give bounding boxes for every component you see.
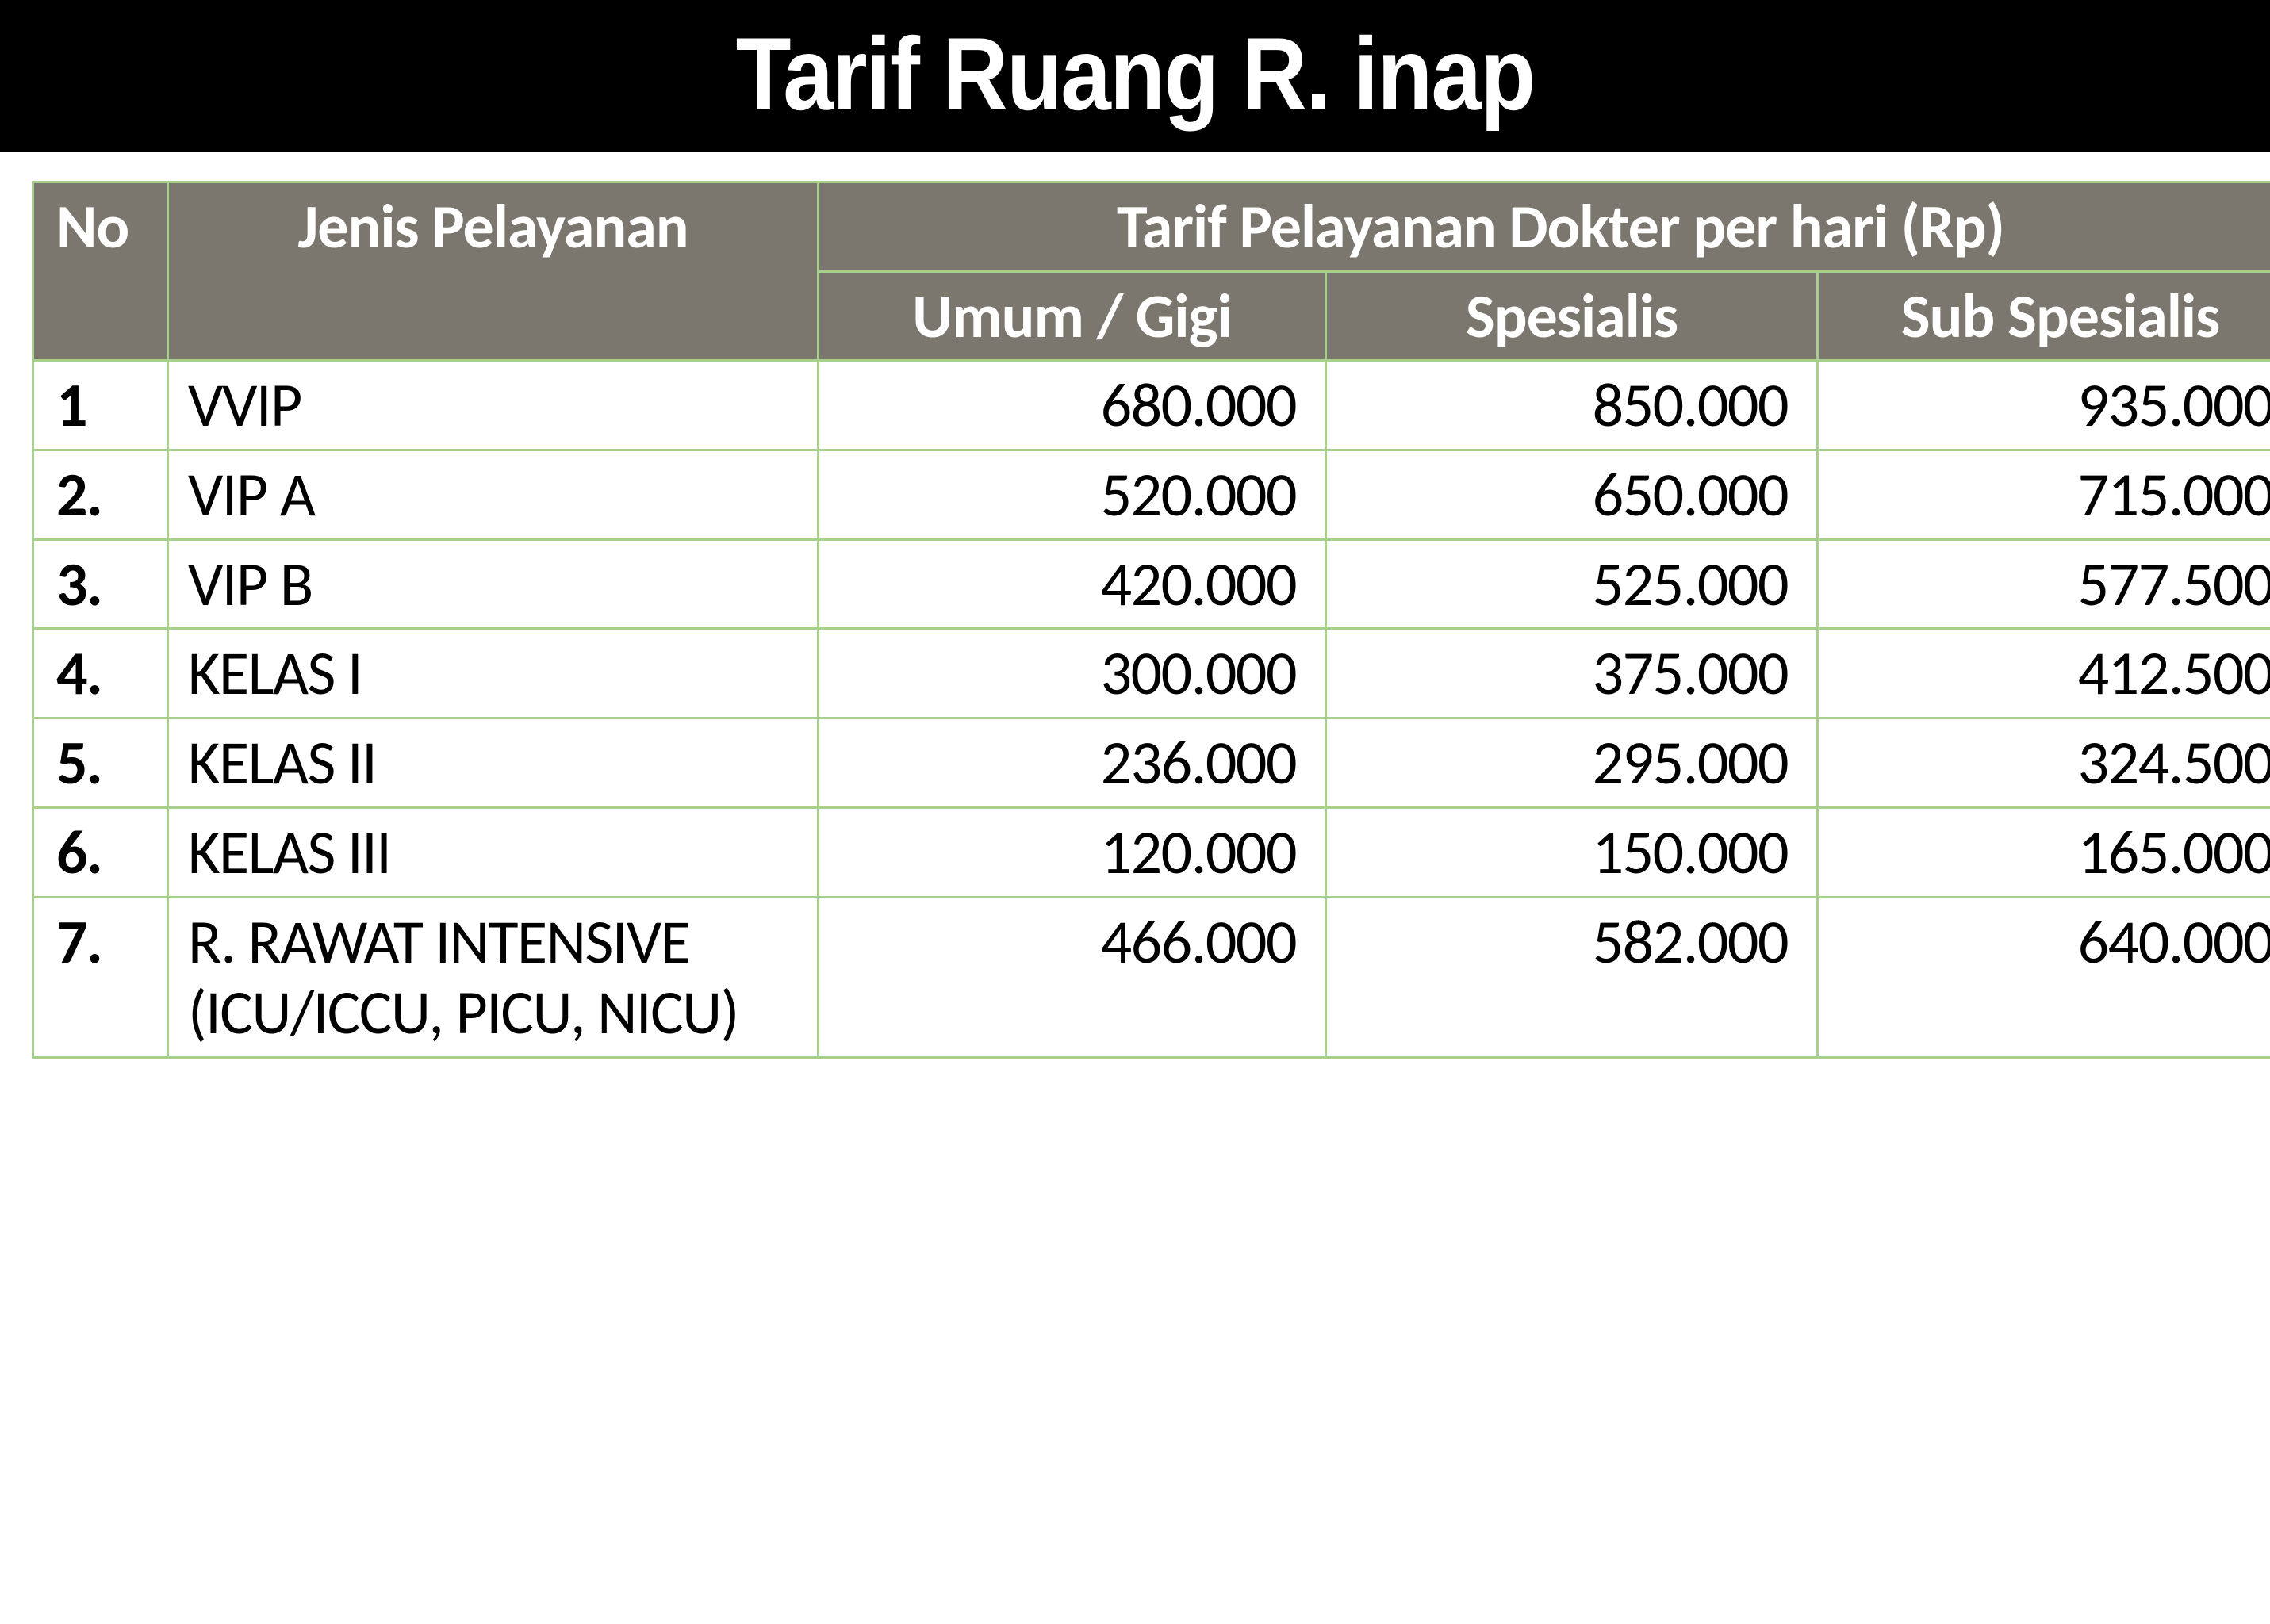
page-title: Tarif Ruang R. inap: [736, 14, 1535, 133]
table-row: 7. R. RAWAT INTENSIVE (ICU/ICCU, PICU, N…: [33, 897, 2270, 1057]
cell-spes: 150.000: [1326, 807, 1818, 897]
cell-sub: 640.000: [1818, 897, 2270, 1057]
cell-umum: 466.000: [819, 897, 1326, 1057]
th-spesialis: Spesialis: [1326, 271, 1818, 361]
cell-no: 4.: [33, 629, 168, 718]
cell-name: KELAS I: [168, 629, 819, 718]
th-sub-spesialis: Sub Spesialis: [1818, 271, 2270, 361]
table-row: 2. VIP A 520.000 650.000 715.000: [33, 450, 2270, 540]
cell-spes: 582.000: [1326, 897, 1818, 1057]
table-row: 3. VIP B 420.000 525.000 577.500: [33, 539, 2270, 629]
cell-umum: 236.000: [819, 718, 1326, 808]
table-row: 6. KELAS III 120.000 150.000 165.000: [33, 807, 2270, 897]
cell-sub: 324.500: [1818, 718, 2270, 808]
cell-sub: 165.000: [1818, 807, 2270, 897]
th-jenis: Jenis Pelayanan: [168, 182, 819, 361]
cell-spes: 295.000: [1326, 718, 1818, 808]
cell-spes: 850.000: [1326, 361, 1818, 450]
cell-spes: 375.000: [1326, 629, 1818, 718]
th-umum: Umum / Gigi: [819, 271, 1326, 361]
table-row: 1 VVIP 680.000 850.000 935.000: [33, 361, 2270, 450]
cell-sub: 715.000: [1818, 450, 2270, 540]
cell-no: 3.: [33, 539, 168, 629]
cell-name: KELAS II: [168, 718, 819, 808]
cell-name: VIP A: [168, 450, 819, 540]
cell-umum: 680.000: [819, 361, 1326, 450]
cell-sub: 412.500: [1818, 629, 2270, 718]
cell-name: VVIP: [168, 361, 819, 450]
cell-sub: 577.500: [1818, 539, 2270, 629]
tarif-table: No Jenis Pelayanan Tarif Pelayanan Dokte…: [32, 181, 2270, 1059]
cell-name: VIP B: [168, 539, 819, 629]
th-no: No: [33, 182, 168, 361]
cell-spes: 525.000: [1326, 539, 1818, 629]
table-row: 4. KELAS I 300.000 375.000 412.500: [33, 629, 2270, 718]
table-row: 5. KELAS II 236.000 295.000 324.500: [33, 718, 2270, 808]
cell-umum: 120.000: [819, 807, 1326, 897]
cell-name: R. RAWAT INTENSIVE (ICU/ICCU, PICU, NICU…: [168, 897, 819, 1057]
cell-umum: 520.000: [819, 450, 1326, 540]
cell-no: 5.: [33, 718, 168, 808]
cell-no: 2.: [33, 450, 168, 540]
table-container: No Jenis Pelayanan Tarif Pelayanan Dokte…: [0, 152, 2270, 1059]
table-body: 1 VVIP 680.000 850.000 935.000 2. VIP A …: [33, 361, 2270, 1058]
cell-umum: 300.000: [819, 629, 1326, 718]
cell-umum: 420.000: [819, 539, 1326, 629]
th-tarif-group: Tarif Pelayanan Dokter per hari (Rp): [819, 182, 2270, 272]
cell-sub: 935.000: [1818, 361, 2270, 450]
cell-no: 6.: [33, 807, 168, 897]
cell-no: 1: [33, 361, 168, 450]
cell-name: KELAS III: [168, 807, 819, 897]
cell-no: 7.: [33, 897, 168, 1057]
cell-spes: 650.000: [1326, 450, 1818, 540]
title-bar: Tarif Ruang R. inap: [0, 0, 2270, 152]
